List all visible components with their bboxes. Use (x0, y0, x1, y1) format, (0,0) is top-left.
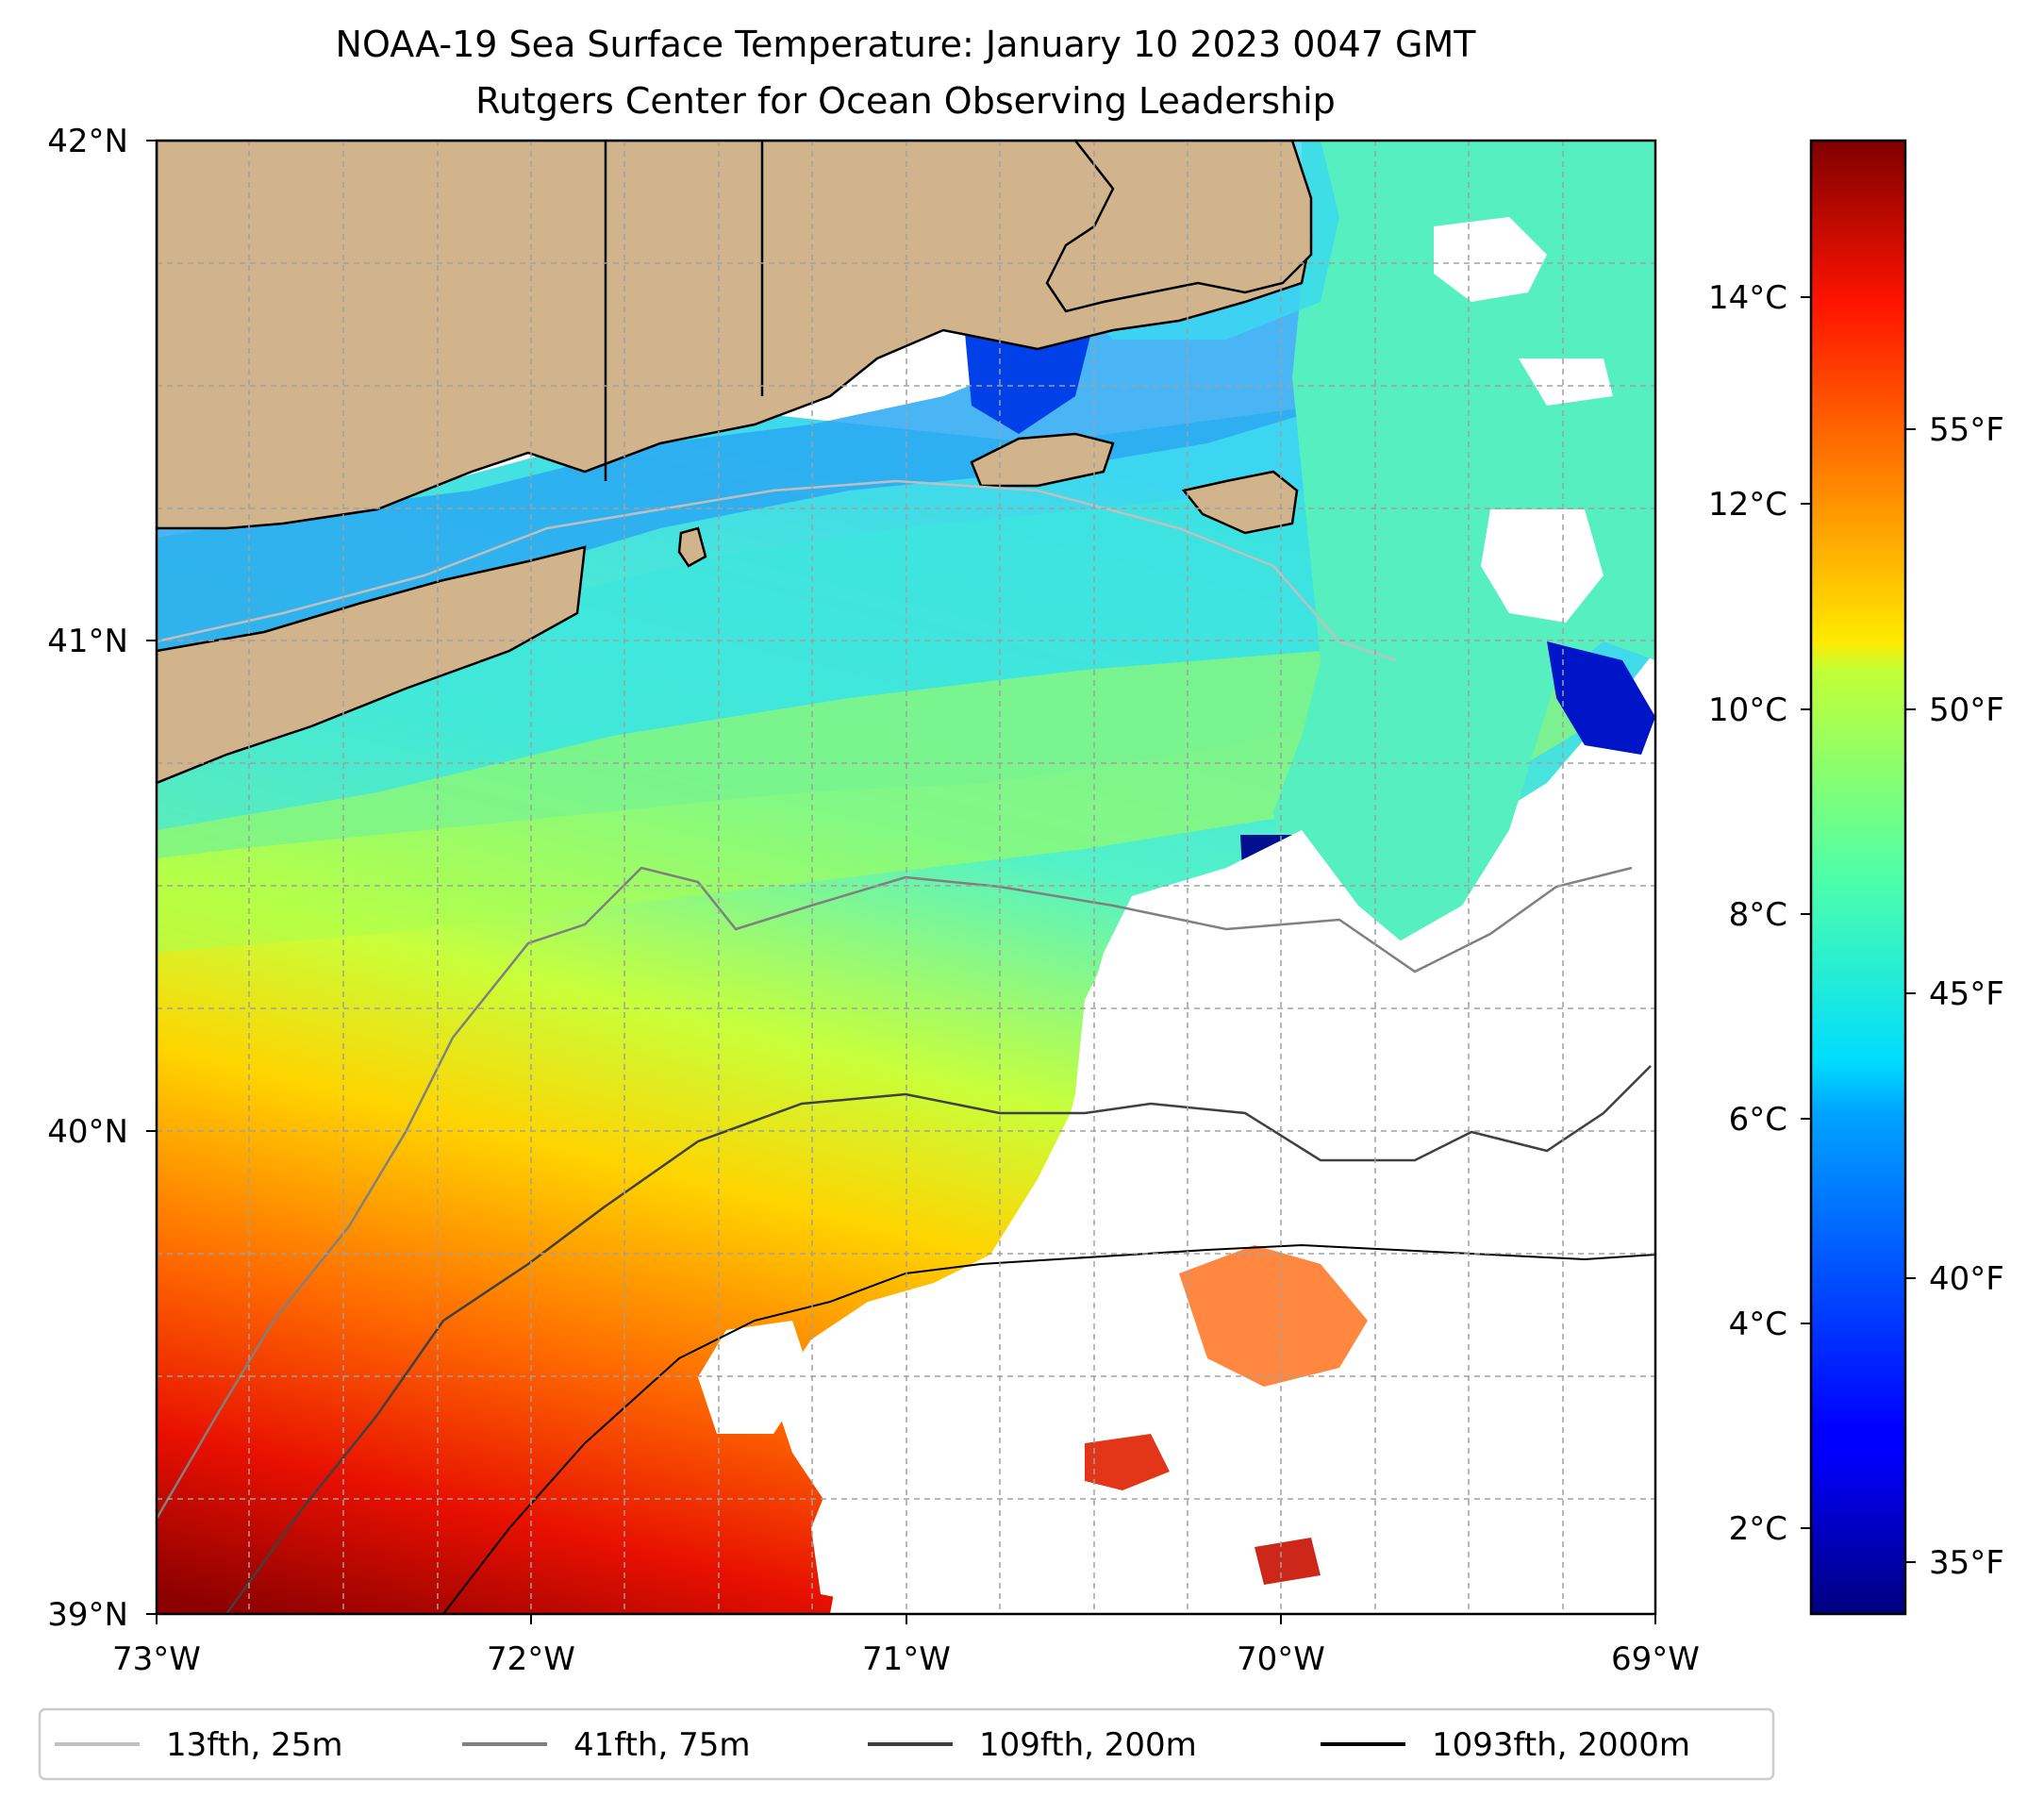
cbar-f-35: 35°F (1929, 1544, 2004, 1582)
cbar-c-12: 12°C (1708, 486, 1787, 524)
gridlines (157, 141, 1655, 1614)
x-tick-70w: 70°W (1237, 1640, 1325, 1678)
cloud-mask-south-1 (698, 1321, 811, 1434)
land-marthas-vineyard (970, 432, 1115, 488)
sst-cold-pocket-ne (1547, 641, 1655, 755)
legend: 13fth, 25m 41fth, 75m 109fth, 200m 1093f… (38, 1707, 1775, 1781)
y-axis (146, 140, 157, 1615)
x-tick-72w: 72°W (487, 1640, 575, 1678)
cbar-c-2: 2°C (1729, 1510, 1787, 1548)
legend-label-200m: 109fth, 200m (979, 1726, 1197, 1764)
isobath-200m (224, 1065, 1652, 1614)
cbar-c-14: 14°C (1708, 279, 1787, 317)
x-tick-71w: 71°W (862, 1640, 951, 1678)
cloud-mask-ne-3 (1481, 509, 1604, 623)
y-tick-42n: 42°N (47, 123, 128, 160)
land-long-island (157, 545, 587, 785)
isobath-25m (157, 479, 1397, 662)
x-axis (156, 1614, 1656, 1624)
cbar-f-50: 50°F (1929, 691, 2004, 729)
y-tick-40n: 40°N (47, 1113, 128, 1151)
isobath-75m (157, 866, 1633, 1520)
cloud-mask-ne-1 (1434, 217, 1547, 302)
sst-patch-south-2 (1255, 1538, 1321, 1585)
isobath-2000m (442, 1243, 1655, 1614)
title-line-2: Rutgers Center for Ocean Observing Leade… (475, 80, 1336, 122)
cloud-mask-ne-2 (1519, 358, 1613, 406)
map-panel (157, 141, 1655, 1614)
cbar-c-10: 10°C (1708, 691, 1787, 729)
colorbar-fahrenheit-ticks (1905, 428, 1916, 1563)
x-tick-69w: 69°W (1611, 1640, 1700, 1678)
sst-patch-southeast (1179, 1245, 1368, 1387)
cloud-mask-east (773, 830, 1655, 1614)
cbar-c-4: 4°C (1729, 1306, 1787, 1343)
land-mainland (157, 141, 1313, 530)
sst-northeast-water (1273, 141, 1655, 943)
title-line-1: NOAA-19 Sea Surface Temperature: January… (336, 24, 1477, 65)
cbar-f-55: 55°F (1929, 411, 2004, 449)
legend-label-25m: 13fth, 25m (166, 1726, 343, 1764)
legend-label-75m: 41fth, 75m (573, 1726, 751, 1764)
land-nantucket (1181, 470, 1299, 535)
sst-green-band (157, 651, 1604, 953)
y-tick-39n: 39°N (47, 1596, 128, 1634)
cloud-mask-south-2 (811, 1472, 906, 1604)
cbar-f-45: 45°F (1929, 975, 2004, 1013)
legend-label-2000m: 1093fth, 2000m (1432, 1726, 1690, 1764)
state-border-line (604, 141, 764, 481)
land-cape-cod (1045, 141, 1313, 313)
x-tick-73w: 73°W (112, 1640, 201, 1678)
colorbar-celsius-ticks (1801, 296, 1811, 1529)
cbar-f-40: 40°F (1929, 1260, 2004, 1298)
cbar-c-6: 6°C (1729, 1101, 1787, 1139)
cbar-c-8: 8°C (1729, 896, 1787, 934)
y-tick-41n: 41°N (47, 623, 128, 660)
land-block-island (677, 526, 707, 568)
sst-patch-south (1085, 1434, 1170, 1490)
colorbar (1809, 139, 1907, 1616)
